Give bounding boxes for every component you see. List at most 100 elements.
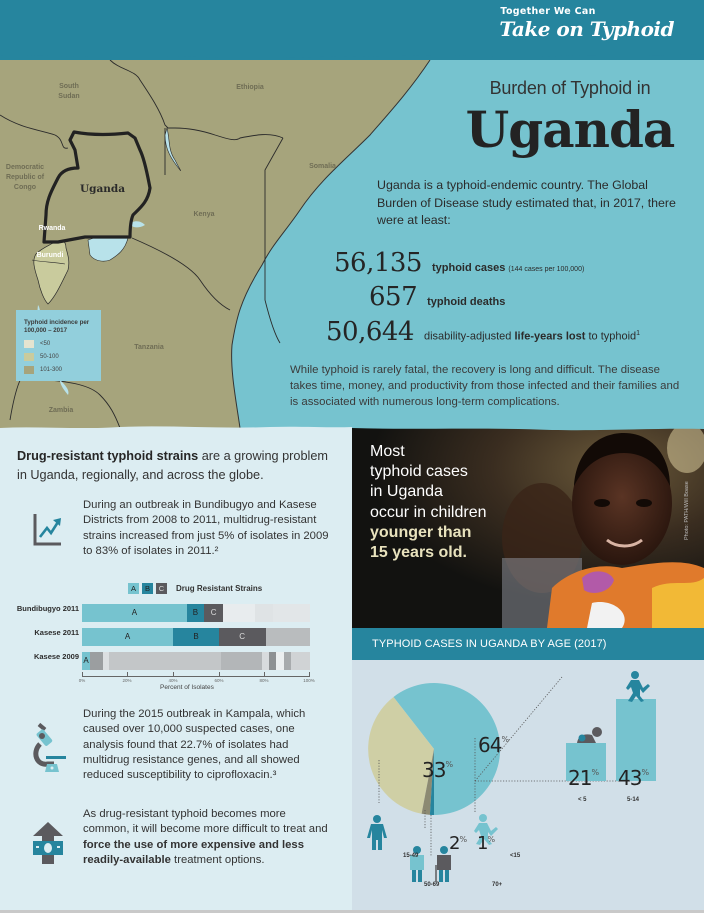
stat-label-bold: typhoid deaths bbox=[427, 296, 506, 308]
east-africa-map bbox=[0, 59, 704, 428]
map-label-drc: Democratic Republic of Congo bbox=[5, 164, 45, 191]
bar-segment-other bbox=[223, 604, 256, 622]
caption-line: occur in children bbox=[370, 503, 487, 521]
x-tick-label: 80% bbox=[259, 678, 269, 683]
trend-up-icon bbox=[33, 512, 63, 551]
x-tick-label: 60% bbox=[214, 678, 224, 683]
photo-credit: Photo: PATH/Will Boase bbox=[684, 481, 690, 540]
caption-line: in Uganda bbox=[370, 483, 443, 501]
map-label-kenya: Kenya bbox=[193, 211, 215, 218]
caption-line-highlight: younger than bbox=[370, 523, 472, 541]
x-axis-title: Percent of Isolates bbox=[160, 684, 214, 691]
photo-caption: Most typhoid cases in Uganda occur in ch… bbox=[370, 442, 487, 563]
age-section-title: TYPHOID CASES IN UGANDA BY AGE (2017) bbox=[372, 638, 607, 650]
age-pie-chart bbox=[367, 671, 656, 882]
legend-key-c: C bbox=[156, 583, 167, 594]
map-label-south-sudan: South Sudan bbox=[58, 83, 80, 100]
map-label-rwanda: Rwanda bbox=[38, 225, 66, 232]
cost-text-pre: As drug-resistant typhoid becomes more c… bbox=[83, 808, 328, 836]
logo-wordmark: Take on Typhoid bbox=[499, 17, 674, 41]
x-tick-label: 0% bbox=[78, 678, 86, 683]
lead-bold: Drug-resistant typhoid strains bbox=[17, 449, 199, 463]
stat-value: 50,644 bbox=[326, 317, 414, 347]
stat-value: 657 bbox=[369, 282, 418, 312]
bar-segment-a: A bbox=[82, 604, 187, 622]
bar-bundibugyo-2011: A B C bbox=[82, 604, 310, 622]
age-label-70-plus: 70+ bbox=[492, 882, 503, 888]
hero-section: South Sudan Ethiopia Democratic Republic… bbox=[0, 0, 704, 428]
pct-value: 64 bbox=[478, 733, 502, 757]
bar-5-14 bbox=[616, 699, 656, 781]
cost-text-bold: force the use of more expensive and less… bbox=[83, 838, 305, 866]
x-axis bbox=[82, 676, 310, 677]
panel-torn-edge bbox=[0, 426, 352, 432]
kampala-outbreak-text: During the 2015 outbreak in Kampala, whi… bbox=[83, 708, 306, 782]
logo-tagline: Together We Can bbox=[500, 6, 596, 17]
stat-label: typhoid cases (144 cases per 100,000) bbox=[432, 262, 584, 274]
page-subtitle: Burden of Typhoid in bbox=[489, 78, 651, 98]
pie-label-50-69: 2% bbox=[449, 833, 467, 854]
lead-rest: are a growing problem in Uganda, regiona… bbox=[17, 449, 328, 482]
bar-segment-a: A bbox=[82, 628, 174, 646]
legend-swatch bbox=[24, 366, 34, 374]
x-tick bbox=[82, 672, 83, 677]
cost-increase-icon bbox=[32, 822, 64, 869]
bar-label-under-5: 21% bbox=[568, 766, 599, 790]
bar-segment-a: A bbox=[82, 652, 90, 670]
pct-value: 33 bbox=[422, 758, 446, 782]
age-label-50-69: 50-69 bbox=[424, 882, 440, 888]
bar-segment-other bbox=[275, 652, 284, 670]
age-label-under-15: <15 bbox=[510, 853, 521, 859]
stat-note: (144 cases per 100,000) bbox=[508, 266, 585, 273]
map-legend: Typhoid incidence per 100,000 – 2017 <50… bbox=[16, 310, 101, 381]
banner-torn-edge bbox=[0, 50, 704, 58]
bar-category: Bundibugyo 2011 bbox=[16, 604, 79, 613]
map-label-somalia: Somalia bbox=[309, 163, 336, 170]
age-section-header: TYPHOID CASES IN UGANDA BY AGE (2017) bbox=[352, 628, 704, 660]
bar-segment-other bbox=[221, 652, 263, 670]
bottom-divider bbox=[0, 910, 704, 913]
legend-item: 101-300 bbox=[24, 366, 93, 374]
pct-symbol: % bbox=[487, 835, 496, 844]
pct-value: 21 bbox=[568, 766, 592, 790]
bar-segment-c: C bbox=[203, 604, 224, 622]
legend-item: <50 bbox=[24, 340, 93, 348]
stat-label-bold: typhoid cases bbox=[431, 262, 506, 274]
legend-label: 101-300 bbox=[40, 367, 63, 373]
bar-segment-other bbox=[255, 604, 274, 622]
microscope-icon bbox=[28, 722, 68, 779]
cost-text-post: treatment options. bbox=[170, 853, 265, 866]
bar-segment-other bbox=[273, 604, 310, 622]
legend-title: Typhoid incidence per 100,000 – 2017 bbox=[24, 319, 90, 334]
stat-value: 56,135 bbox=[334, 248, 422, 278]
pct-value: 43 bbox=[618, 766, 642, 790]
legend-label: 50-100 bbox=[40, 354, 59, 360]
bar-segment-b: B bbox=[173, 628, 219, 646]
footnote-marker: 1 bbox=[636, 330, 641, 338]
bar-under-5 bbox=[566, 743, 606, 781]
caption-line: Most bbox=[370, 443, 405, 460]
caption-line: typhoid cases bbox=[370, 463, 468, 481]
bar-segment-other bbox=[283, 652, 291, 670]
pct-symbol: % bbox=[459, 835, 468, 844]
bar-segment-other bbox=[102, 652, 110, 670]
bar-segment-other bbox=[265, 628, 310, 646]
outro-text: While typhoid is rarely fatal, the recov… bbox=[290, 364, 680, 408]
map-label-ethiopia: Ethiopia bbox=[236, 84, 264, 91]
page-title: Uganda bbox=[465, 100, 676, 159]
stat-label: typhoid deaths bbox=[427, 296, 505, 308]
pie-label-under-15: 64% bbox=[478, 733, 509, 757]
resistance-lead: Drug-resistant typhoid strains are a gro… bbox=[17, 447, 337, 485]
bar-kasese-2011: A B C bbox=[82, 628, 310, 646]
map-label-burundi: Burundi bbox=[36, 252, 64, 259]
age-label-under-5: < 5 bbox=[578, 797, 587, 803]
age-label-15-49: 15-49 bbox=[403, 853, 419, 859]
map-label-zambia: Zambia bbox=[48, 407, 74, 414]
bundibugyo-outbreak-text: During an outbreak in Bundibugyo and Kas… bbox=[83, 499, 329, 557]
x-tick bbox=[309, 672, 310, 677]
child-photo bbox=[352, 428, 704, 628]
legend-swatch bbox=[24, 340, 34, 348]
take-on-typhoid-logo[interactable]: Together We Can Take on Typhoid bbox=[499, 6, 674, 41]
bar-segment-other bbox=[268, 652, 276, 670]
pct-value: 2 bbox=[449, 833, 460, 854]
